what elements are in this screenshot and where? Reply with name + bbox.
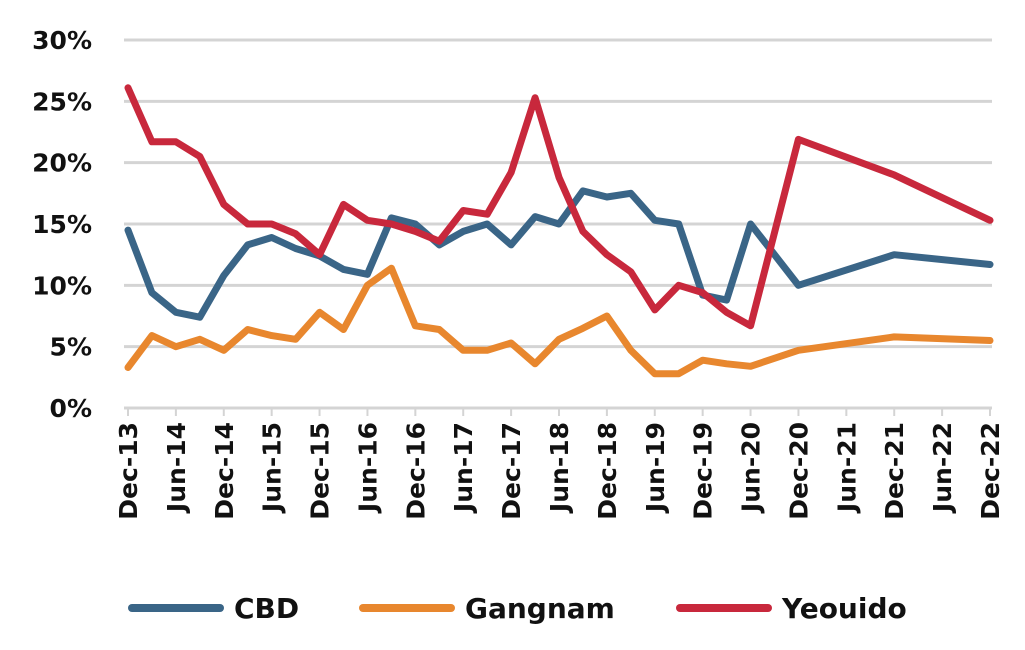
y-tick-label: 15% [32, 210, 92, 239]
y-tick-label: 0% [50, 394, 92, 423]
x-tick-label: Dec-16 [401, 422, 430, 520]
gridlines [124, 38, 992, 349]
series-lines [124, 84, 994, 378]
x-tick-label: Jun-15 [258, 422, 287, 514]
x-tick-label: Jun-22 [928, 422, 957, 514]
x-tick-label: Jun-14 [162, 422, 191, 514]
x-tick-label: Dec-22 [976, 422, 1005, 520]
x-tick-label: Jun-20 [737, 422, 766, 514]
x-tick-label: Dec-14 [210, 422, 239, 520]
y-axis-ticks: 0% 5% 10% 15% 20% 25% 30% [32, 26, 92, 423]
x-tick-label: Dec-18 [593, 422, 622, 520]
series-line-yeouido [124, 84, 994, 330]
x-tick-label: Jun-17 [449, 422, 478, 514]
y-tick-label: 25% [32, 87, 92, 116]
legend-item-gangnam: Gangnam [359, 592, 615, 625]
x-tick-label: Jun-19 [641, 422, 670, 514]
series-line-cbd [124, 187, 994, 321]
x-axis-ticks: Dec-13 Jun-14 Dec-14 Jun-15 Dec-15 Jun-16 Dec-… [114, 408, 1005, 520]
x-tick-label: Dec-17 [497, 422, 526, 520]
x-tick-label: Dec-13 [114, 422, 143, 520]
x-tick-label: Jun-18 [545, 422, 574, 514]
series-line-gangnam [124, 264, 994, 378]
legend-label: Gangnam [465, 592, 615, 625]
legend-label: Yeouido [781, 592, 907, 625]
legend-label: CBD [234, 592, 299, 625]
legend: CBD Gangnam Yeouido [128, 592, 907, 625]
x-tick-label: Dec-15 [306, 422, 335, 520]
y-tick-label: 30% [32, 26, 92, 55]
x-tick-label: Jun-21 [832, 422, 861, 514]
legend-item-yeouido: Yeouido [676, 592, 907, 625]
x-tick-label: Dec-19 [689, 422, 718, 520]
x-tick-label: Jun-16 [353, 422, 382, 514]
y-tick-label: 5% [50, 333, 92, 362]
x-tick-label: Dec-20 [784, 422, 813, 520]
y-tick-label: 10% [32, 271, 92, 300]
legend-item-cbd: CBD [128, 592, 299, 625]
y-tick-label: 20% [32, 149, 92, 178]
x-tick-label: Dec-21 [880, 422, 909, 520]
